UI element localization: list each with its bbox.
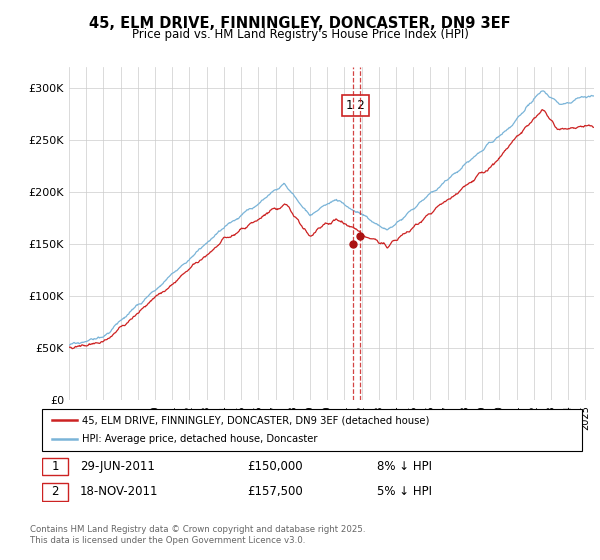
Text: 1: 1 — [51, 460, 59, 473]
Text: £150,000: £150,000 — [247, 460, 303, 473]
Text: HPI: Average price, detached house, Doncaster: HPI: Average price, detached house, Donc… — [83, 435, 318, 445]
Text: 45, ELM DRIVE, FINNINGLEY, DONCASTER, DN9 3EF (detached house): 45, ELM DRIVE, FINNINGLEY, DONCASTER, DN… — [83, 415, 430, 425]
Text: 45, ELM DRIVE, FINNINGLEY, DONCASTER, DN9 3EF: 45, ELM DRIVE, FINNINGLEY, DONCASTER, DN… — [89, 16, 511, 31]
Bar — [42, 458, 68, 475]
Text: 29-JUN-2011: 29-JUN-2011 — [80, 460, 155, 473]
Text: 5% ↓ HPI: 5% ↓ HPI — [377, 485, 432, 498]
Text: 18-NOV-2011: 18-NOV-2011 — [80, 485, 158, 498]
Text: Price paid vs. HM Land Registry's House Price Index (HPI): Price paid vs. HM Land Registry's House … — [131, 28, 469, 41]
Text: £157,500: £157,500 — [247, 485, 303, 498]
Bar — [42, 483, 68, 501]
Text: 1 2: 1 2 — [346, 99, 365, 112]
Text: 2: 2 — [51, 485, 59, 498]
Text: Contains HM Land Registry data © Crown copyright and database right 2025.
This d: Contains HM Land Registry data © Crown c… — [30, 525, 365, 545]
Text: 8% ↓ HPI: 8% ↓ HPI — [377, 460, 432, 473]
